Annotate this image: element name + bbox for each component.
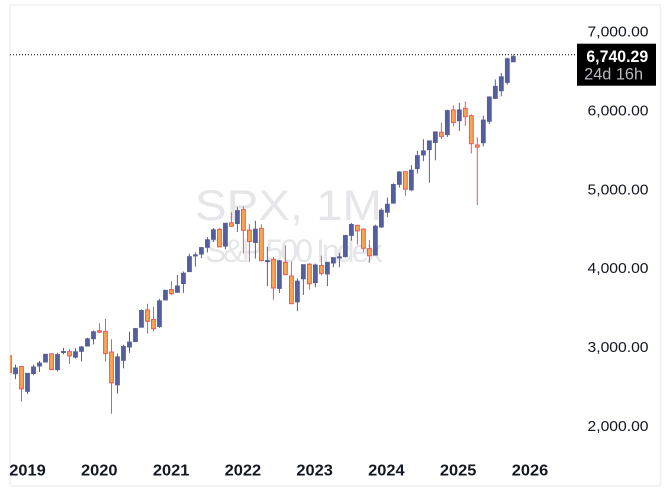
svg-text:S&P 500 Index: S&P 500 Index [205, 233, 383, 269]
svg-text:2025: 2025 [440, 463, 477, 480]
svg-text:7,000.00: 7,000.00 [588, 23, 649, 40]
svg-text:2022: 2022 [225, 463, 262, 480]
svg-text:2024: 2024 [368, 463, 405, 480]
svg-text:2019: 2019 [9, 463, 46, 480]
svg-text:6,740.29: 6,740.29 [586, 47, 648, 66]
svg-text:6,000.00: 6,000.00 [588, 102, 649, 119]
svg-text:24d 16h: 24d 16h [584, 65, 643, 84]
svg-text:2021: 2021 [153, 463, 190, 480]
svg-text:2023: 2023 [296, 463, 333, 480]
svg-text:3,000.00: 3,000.00 [588, 339, 649, 356]
svg-text:4,000.00: 4,000.00 [588, 260, 649, 277]
svg-text:2026: 2026 [512, 463, 549, 480]
svg-text:SPX, 1M: SPX, 1M [195, 182, 382, 230]
svg-text:2020: 2020 [81, 463, 118, 480]
svg-text:2,000.00: 2,000.00 [588, 418, 649, 435]
svg-text:5,000.00: 5,000.00 [588, 181, 649, 198]
